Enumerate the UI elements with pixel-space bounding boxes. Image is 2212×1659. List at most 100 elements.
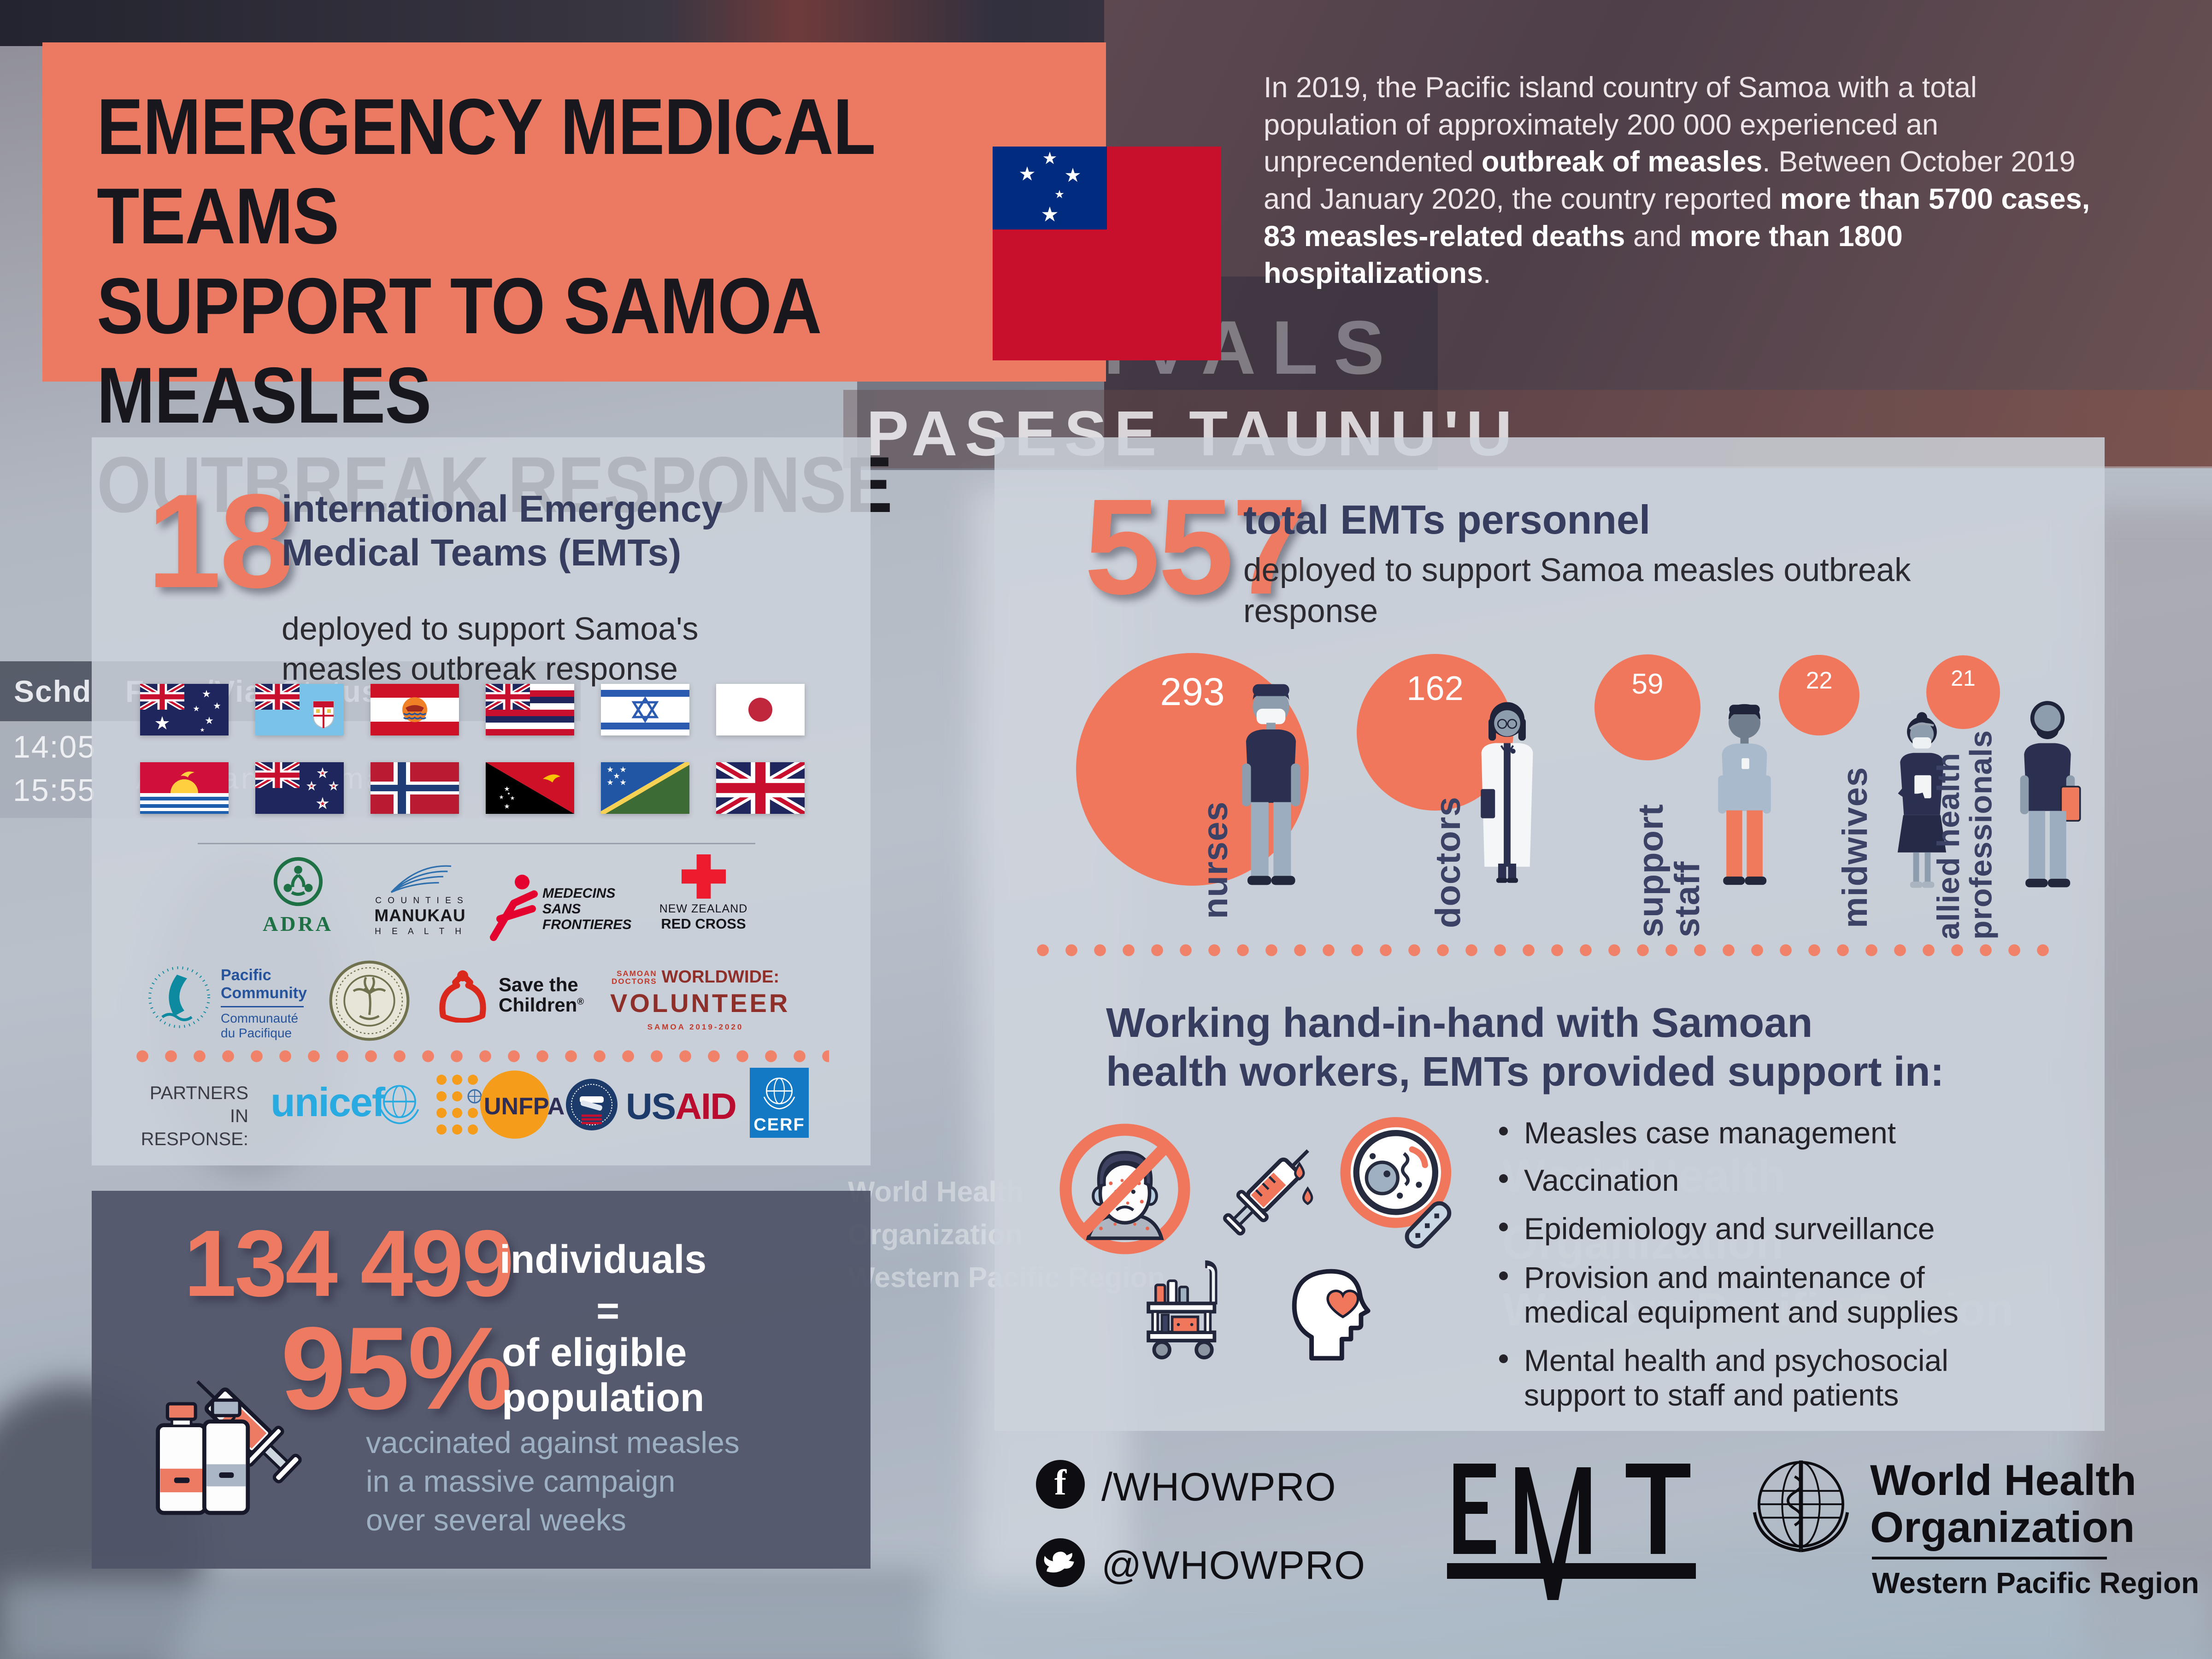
flag-solomon-islands-icon [601, 762, 689, 814]
flag-australia-icon [140, 684, 229, 735]
counties-line3: H E A L T H [375, 927, 465, 936]
intro-text: . [1483, 257, 1491, 290]
pc-line2: Community [221, 984, 307, 1002]
personnel-heading: total EMTs personnel [1243, 497, 1651, 542]
stc-line2: Children [499, 994, 577, 1016]
nzrc-line2: RED CROSS [661, 916, 746, 932]
sd-worldwide: WORLDWIDE: [661, 967, 780, 987]
vaccinated-count: 134 499 [184, 1211, 514, 1316]
no-measles-icon [1059, 1124, 1190, 1254]
pacific-community-logo: Pacific Community Communauté du Pacifiqu… [145, 963, 307, 1048]
samoa-flag [993, 147, 1221, 360]
cerf-wordmark: CERF [753, 1115, 805, 1135]
unfpa-logo: UNFPA [435, 1071, 565, 1139]
doctors-count: 162 [1406, 669, 1464, 707]
msf-wordmark-line1: MEDECINS [542, 886, 616, 901]
counties-line2: MANUKAU [374, 906, 466, 925]
panel-divider-line [198, 843, 755, 844]
pc-line3: Communauté [221, 1011, 299, 1025]
usaid-seal-icon [566, 1079, 618, 1130]
pc-line4: du Pacifique [221, 1026, 292, 1040]
counties-manukau-logo: C O U N T I E S MANUKAU H E A L T H [366, 864, 474, 953]
bg-board-time2: 15:55 [13, 773, 96, 808]
who-rule [1872, 1557, 2107, 1559]
allied-health-count: 21 [1951, 666, 1976, 691]
vaccine-syringe-vials-icon [156, 1380, 302, 1515]
midwives-circle [1779, 655, 1859, 735]
msf-figure-icon [490, 875, 538, 941]
epidemiology-magnifier-icon [1340, 1117, 1452, 1249]
support-staff-circle [1594, 654, 1700, 760]
doctor-figure [1481, 702, 1533, 883]
usaid-logo: USAID [564, 1077, 737, 1135]
sd-samoa-years: SAMOA 2019-2020 [647, 1023, 744, 1031]
usaid-aid: AID [675, 1086, 737, 1127]
support-staff-label: support staff [1631, 804, 1707, 937]
stc-line1: Save the [499, 974, 578, 995]
intro-text: and [1625, 220, 1690, 253]
emt-count: 18 [147, 466, 294, 616]
flag-new-zealand-icon [255, 762, 344, 814]
nzrc-line1: NEW ZEALAND [659, 902, 748, 915]
midwives-count: 22 [1806, 667, 1833, 694]
partners-label: PARTNERS IN RESPONSE: [141, 1083, 248, 1149]
intro-text: . Between October 2019 and January 2020,… [1264, 146, 2076, 215]
who-region-label: Western Pacific Region [1872, 1566, 2200, 1600]
facebook-icon: f [1036, 1460, 1085, 1509]
eligible-population-label: of eligible population [502, 1330, 705, 1420]
intro-paragraph: In 2019, the Pacific island country of S… [1264, 69, 2116, 292]
support-item: Measles case management [1494, 1116, 2098, 1150]
midwives-label: midwives [1835, 766, 1875, 928]
equals-sign: = [596, 1289, 620, 1333]
cerf-logo: CERF [750, 1068, 809, 1138]
pc-line1: Pacific [221, 966, 271, 984]
unfpa-circle [480, 1071, 549, 1139]
flag-japan-icon [716, 684, 805, 735]
who-emblem-icon [1753, 1460, 1849, 1553]
allied-health-circle [1926, 655, 2000, 729]
nz-red-cross-logo: NEW ZEALAND RED CROSS [652, 854, 755, 953]
personnel-panel: 557 total EMTs personnel deployed to sup… [994, 437, 2105, 1431]
unicef-logo: unicef [271, 1078, 419, 1133]
intro-text: In 2019, the Pacific island country of S… [1264, 71, 1977, 178]
save-the-children-logo: Save the Children® [435, 967, 589, 1046]
pasifika-medical-assoc-logo [324, 958, 414, 1048]
emt-heading: international Emergency Medical Teams (E… [282, 488, 723, 574]
flag-united-kingdom-icon [716, 762, 805, 814]
support-staff-figure [1718, 704, 1771, 885]
pc-divider [221, 1006, 304, 1007]
vaccination-syringe-icon [1223, 1149, 1313, 1235]
adra-globe-icon [273, 857, 323, 906]
nurses-count: 293 [1160, 670, 1225, 713]
msf-logo: MEDECINS SANS FRONTIERES [483, 873, 649, 947]
nurse-figure [1241, 684, 1300, 885]
twitter-bird-glyph [1044, 1552, 1074, 1573]
save-the-children-icon [439, 970, 486, 1023]
red-cross-icon [681, 854, 726, 899]
counties-manukau-fan-icon [390, 865, 451, 893]
emt-subheading: deployed to support Samoa's measles outb… [282, 611, 699, 687]
twitter-icon [1036, 1538, 1085, 1587]
stc-registered: ® [577, 997, 584, 1007]
flag-kiribati-icon [140, 762, 229, 814]
percent-vaccinated: 95% [281, 1303, 512, 1434]
doctors-label: doctors [1429, 796, 1468, 928]
allied-health-label: allied health professionals [1931, 729, 1999, 940]
mental-health-head-icon [1292, 1269, 1371, 1361]
sd-volunteer: VOLUNTEER [610, 988, 790, 1018]
personnel-count: 557 [1084, 471, 1307, 623]
msf-wordmark-line2: SANS FRONTIERES [542, 901, 632, 932]
support-staff-count: 59 [1631, 668, 1664, 700]
allied-health-figure [2020, 701, 2081, 888]
flag-hawaii-icon [486, 684, 574, 735]
pacific-community-sail-icon [148, 966, 210, 1028]
flag-french-polynesia-icon [371, 684, 459, 735]
unicef-wordmark: unicef [271, 1079, 385, 1125]
unfpa-wordmark: UNFPA [484, 1093, 565, 1120]
title-block: EMERGENCY MEDICAL TEAMS SUPPORT TO SAMOA… [42, 42, 1106, 529]
support-item: Vaccination [1494, 1163, 2098, 1198]
support-items-list: Measles case management Vaccination Epid… [1494, 1116, 2098, 1426]
coral-dotted-divider [1036, 944, 2064, 957]
medical-cart-icon [1147, 1260, 1218, 1359]
cerf-un-emblem-icon [763, 1077, 795, 1110]
